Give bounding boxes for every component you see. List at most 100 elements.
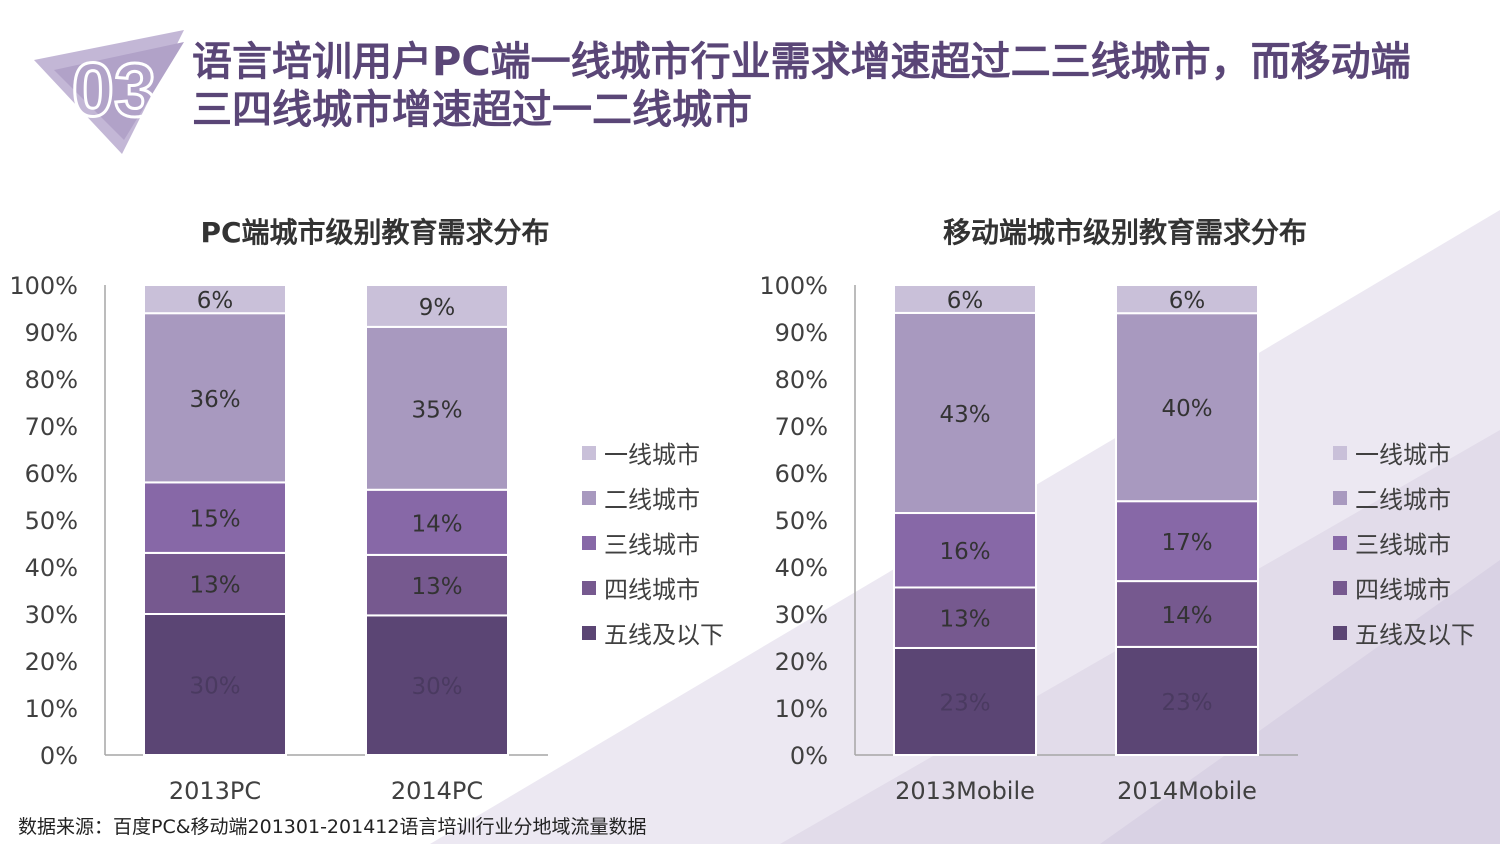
bar-data-label: 40%: [1161, 396, 1212, 422]
page-title-line-1: 语言培训用户PC端一线城市行业需求增速超过二三线城市，而移动端: [192, 39, 1411, 85]
bar-segment: [1115, 645, 1259, 756]
bar-segment: [365, 325, 509, 491]
section-number: 03: [72, 48, 157, 133]
y-tick-label: 60%: [775, 460, 828, 488]
page-title-line-2: 三四线城市增速超过一二线城市: [192, 87, 752, 133]
y-tick-label: 70%: [25, 413, 78, 441]
bar-data-label: 30%: [189, 674, 240, 700]
y-tick-label: 90%: [775, 319, 828, 347]
bar-segment: [143, 284, 287, 315]
legend-swatch: [1333, 535, 1347, 550]
legend-label: 四线城市: [1355, 576, 1451, 604]
bar-data-label: 23%: [1161, 690, 1212, 716]
bar-segment: [893, 284, 1037, 314]
pc-chart-legend: 一线城市二线城市三线城市四线城市五线及以下: [582, 430, 724, 655]
legend-item: 二线城市: [1333, 475, 1475, 520]
legend-swatch: [582, 490, 596, 505]
bar-segment: [1115, 580, 1259, 648]
y-tick-label: 90%: [25, 319, 78, 347]
legend-swatch: [582, 535, 596, 550]
bar-data-label: 13%: [411, 574, 462, 600]
bar-data-label: 13%: [939, 607, 990, 633]
y-tick-label: 40%: [25, 554, 78, 582]
page-title: 语言培训用户PC端一线城市行业需求增速超过二三线城市，而移动端 三四线城市增速超…: [192, 38, 1482, 134]
legend-swatch: [1333, 445, 1347, 460]
y-tick-label: 0%: [40, 742, 78, 770]
pc-stacked-bar-chart: 0% 10% 20% 30% 40% 50% 60% 70% 80% 90% 100% 30% 13% 1…: [9, 272, 548, 805]
bar-segment: [365, 488, 509, 556]
y-tick-label: 10%: [775, 695, 828, 723]
bar-segment: [893, 586, 1037, 649]
bar-segment: [143, 312, 287, 484]
legend-label: 五线及以下: [604, 621, 724, 649]
mobile-chart-title: 移动端城市级别教育需求分布: [942, 216, 1307, 249]
bar-segment: [143, 481, 287, 554]
y-tick-label: 50%: [25, 507, 78, 535]
bar-data-label: 14%: [1161, 603, 1212, 629]
bar-data-label: 9%: [419, 295, 456, 321]
bar-data-label: 36%: [189, 387, 240, 413]
bar-data-label: 16%: [939, 539, 990, 565]
bar-data-label: 35%: [411, 397, 462, 423]
legend-swatch: [1333, 580, 1347, 595]
bar-segment: [893, 512, 1037, 589]
bar-segment: [893, 646, 1037, 757]
y-tick-label: 100%: [9, 272, 78, 300]
bar-data-label: 6%: [197, 288, 234, 314]
x-category-label: 2014Mobile: [1117, 777, 1257, 805]
legend-item: 三线城市: [1333, 520, 1475, 565]
legend-label: 四线城市: [604, 576, 700, 604]
bar-data-label: 15%: [189, 507, 240, 533]
section-number-badge: 03: [34, 30, 184, 154]
legend-item: 一线城市: [582, 430, 724, 475]
y-tick-label: 20%: [775, 648, 828, 676]
legend-item: 四线城市: [1333, 565, 1475, 610]
legend-item: 四线城市: [582, 565, 724, 610]
bar-data-label: 6%: [947, 288, 984, 314]
mobile-stacked-bar-chart: 0% 10% 20% 30% 40% 50% 60% 70% 80% 90% 100% 23% 13% 1…: [759, 272, 1298, 805]
bar-data-label: 17%: [1161, 530, 1212, 556]
legend-item: 一线城市: [1333, 430, 1475, 475]
legend-label: 三线城市: [604, 531, 700, 559]
x-category-label: 2013Mobile: [895, 777, 1035, 805]
y-tick-label: 10%: [25, 695, 78, 723]
legend-item: 五线及以下: [1333, 610, 1475, 655]
bar-segment: [1115, 284, 1259, 315]
legend-swatch: [582, 445, 596, 460]
y-tick-label: 100%: [759, 272, 828, 300]
y-tick-label: 30%: [25, 601, 78, 629]
bar-data-label: 30%: [411, 674, 462, 700]
y-tick-label: 80%: [775, 366, 828, 394]
legend-label: 五线及以下: [1355, 621, 1475, 649]
x-category-label: 2013PC: [169, 777, 261, 805]
bar-data-label: 13%: [189, 572, 240, 598]
y-tick-label: 50%: [775, 507, 828, 535]
y-tick-label: 0%: [790, 742, 828, 770]
y-tick-label: 60%: [25, 460, 78, 488]
y-tick-label: 20%: [25, 648, 78, 676]
y-tick-label: 80%: [25, 366, 78, 394]
bar-data-label: 6%: [1169, 288, 1206, 314]
bar-segment: [143, 551, 287, 615]
legend-label: 三线城市: [1355, 531, 1451, 559]
legend-item: 二线城市: [582, 475, 724, 520]
mobile-chart-legend: 一线城市二线城市三线城市四线城市五线及以下: [1333, 430, 1475, 655]
bar-segment: [143, 613, 287, 756]
legend-label: 二线城市: [1355, 486, 1451, 514]
legend-label: 二线城市: [604, 486, 700, 514]
x-category-label: 2014PC: [391, 777, 483, 805]
data-source-note: 数据来源：百度PC&移动端201301-201412语言培训行业分地域流量数据: [18, 816, 647, 838]
bar-data-label: 14%: [411, 511, 462, 537]
legend-item: 三线城市: [582, 520, 724, 565]
legend-swatch: [582, 625, 596, 640]
bar-data-label: 43%: [939, 402, 990, 428]
legend-item: 五线及以下: [582, 610, 724, 655]
y-tick-label: 70%: [775, 413, 828, 441]
bar-segment: [365, 284, 509, 328]
bar-data-label: 23%: [939, 690, 990, 716]
legend-label: 一线城市: [1355, 441, 1451, 469]
legend-swatch: [1333, 625, 1347, 640]
pc-chart-title: PC端城市级别教育需求分布: [200, 216, 550, 249]
y-tick-label: 40%: [775, 554, 828, 582]
y-tick-label: 30%: [775, 601, 828, 629]
